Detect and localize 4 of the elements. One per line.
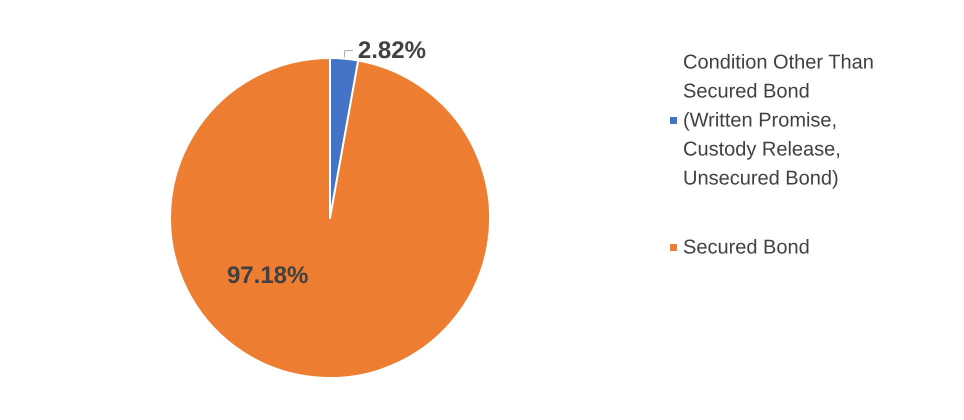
legend-label: Secured Bond	[683, 236, 810, 258]
data-label: 97.18%	[226, 262, 308, 290]
legend-label: Condition Other Than Secured Bond (Written Promise, Custody Release, Unsecured Bond)	[683, 52, 880, 190]
data-label: 2.82%	[358, 37, 426, 64]
